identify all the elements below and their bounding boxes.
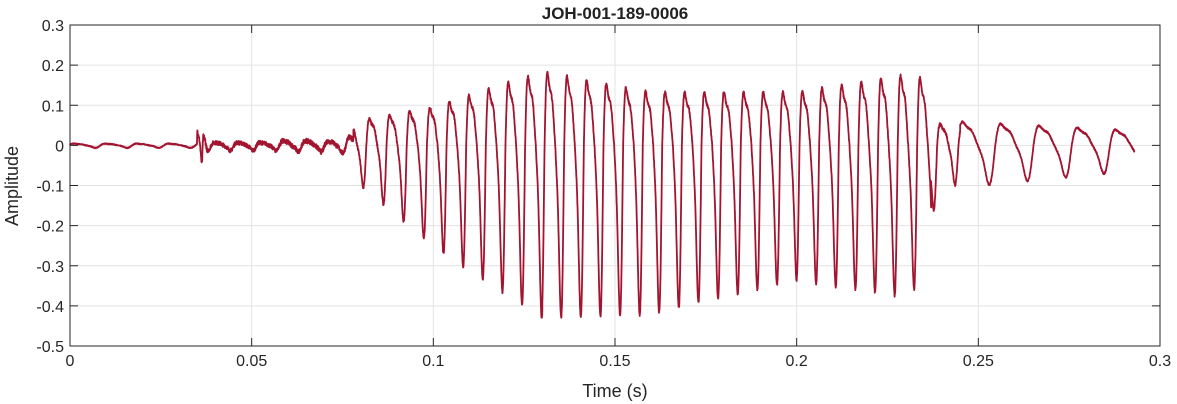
y-tick-label: 0.3 [42, 18, 64, 35]
x-tick-label: 0.2 [786, 353, 808, 370]
x-tick-label: 0.3 [1149, 353, 1171, 370]
y-axis-label: Amplitude [2, 146, 22, 226]
x-tick-labels: 0 0.05 0.1 0.15 0.2 0.25 0.3 [66, 353, 1172, 370]
waveform-line [69, 70, 1136, 319]
y-tick-label: -0.3 [36, 259, 64, 276]
y-tick-label: -0.5 [36, 339, 64, 356]
y-tick-label: -0.2 [36, 219, 64, 236]
x-tick-label: 0.1 [422, 353, 444, 370]
y-tick-label: 0.1 [42, 98, 64, 115]
x-tick-label: 0.05 [236, 353, 267, 370]
y-tick-label: 0 [55, 138, 64, 155]
x-tick-label: 0 [66, 353, 75, 370]
chart-title: JOH-001-189-0006 [542, 4, 688, 23]
x-tick-label: 0.25 [963, 353, 994, 370]
waveform-series [69, 70, 1136, 319]
y-tick-labels: -0.5 -0.4 -0.3 -0.2 -0.1 0 0.1 0.2 0.3 [36, 18, 64, 356]
y-tick-label: -0.1 [36, 179, 64, 196]
y-tick-label: -0.4 [36, 299, 64, 316]
x-axis-label: Time (s) [582, 381, 647, 401]
y-tick-label: 0.2 [42, 58, 64, 75]
ticks [69, 24, 1161, 347]
x-tick-label: 0.15 [599, 353, 630, 370]
